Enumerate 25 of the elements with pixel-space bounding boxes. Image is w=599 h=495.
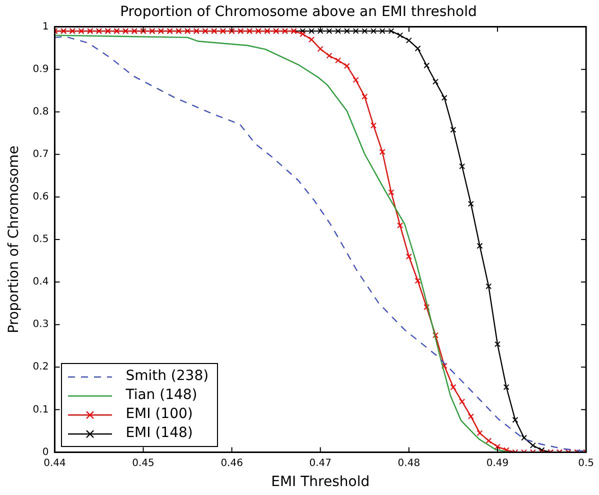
y-tick-label: 0.8 (32, 106, 49, 118)
x-tick-label: 0.49 (486, 458, 509, 469)
y-tick-label: 0.4 (32, 276, 49, 288)
x-axis-title: EMI Threshold (271, 474, 370, 490)
y-axis-title: Proportion of Chromosome (6, 146, 22, 334)
legend-label: EMI (100) (126, 405, 193, 424)
y-tick-label: 0.5 (32, 234, 49, 246)
y-tick-label: 0.1 (32, 404, 49, 416)
y-tick-label: 1 (42, 21, 49, 32)
legend-label: Smith (238) (126, 367, 209, 386)
y-tick-label: 0.7 (32, 149, 49, 160)
y-tick-label: 0.9 (32, 64, 49, 75)
y-tick-label: 0.2 (32, 362, 49, 373)
x-tick-label: 0.48 (398, 458, 420, 469)
x-tick-label: 0.5 (578, 458, 594, 469)
x-tick-label: 0.44 (44, 458, 66, 469)
x-tick-label: 0.46 (220, 458, 243, 469)
legend-label: Tian (148) (126, 386, 198, 406)
y-tick-label: 0.6 (32, 192, 49, 203)
y-tick-label: 0.3 (32, 319, 49, 330)
x-tick-label: 0.47 (309, 458, 332, 469)
legend-label: EMI (148) (126, 424, 193, 444)
chart-title: Proportion of Chromosome above an EMI threshold (120, 4, 477, 20)
y-tick-label: 0 (42, 446, 49, 458)
x-tick-label: 0.45 (132, 458, 154, 469)
